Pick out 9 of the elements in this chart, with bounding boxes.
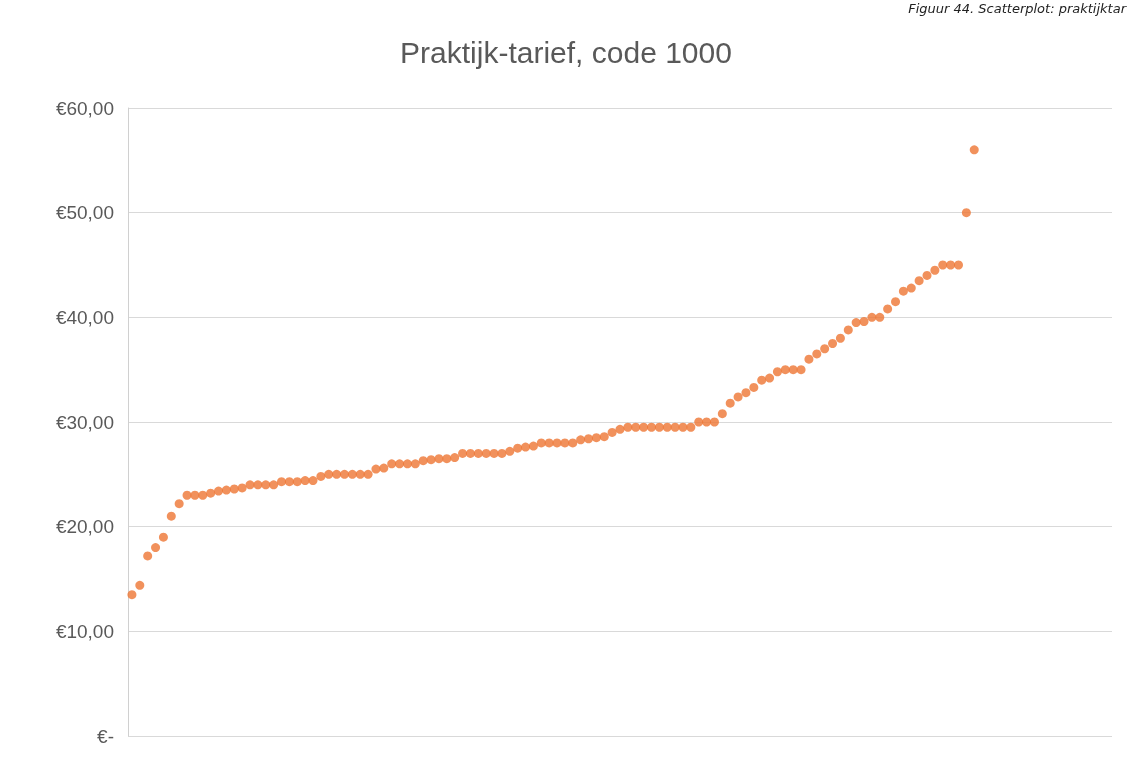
text: Figuur 44. Scatterplot: praktijktar — [908, 1, 1128, 16]
y-tick-label: €- — [97, 725, 114, 747]
y-tick-label: €40,00 — [55, 306, 114, 328]
y-tick-label: €60,00 — [55, 97, 114, 119]
y-tick-label: €20,00 — [55, 516, 114, 538]
y-tick-label: €50,00 — [55, 202, 114, 224]
chart-title: Praktijk-tarief, code 1000 — [400, 35, 732, 69]
y-tick-label: €30,00 — [55, 411, 114, 433]
y-tick-label: €10,00 — [55, 620, 114, 642]
